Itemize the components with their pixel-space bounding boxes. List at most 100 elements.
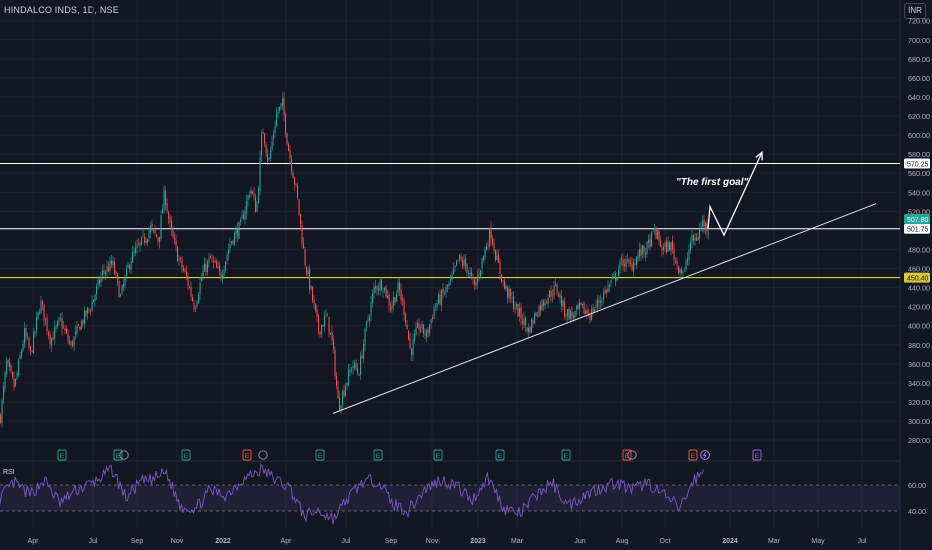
candle-body	[706, 223, 708, 232]
trendline	[332, 203, 877, 414]
candle-body	[132, 251, 134, 263]
earnings-marker-letter: E	[318, 453, 323, 460]
candle-body	[76, 325, 78, 333]
candle-body	[253, 193, 255, 197]
candle-body	[255, 196, 257, 213]
candle-body	[342, 391, 344, 405]
candle-body	[466, 263, 468, 273]
candle-body	[301, 225, 303, 244]
candle-body	[268, 158, 270, 160]
candle-body	[25, 327, 27, 337]
currency-button[interactable]: INR	[904, 3, 926, 19]
price-tick-label: 380.00	[908, 341, 930, 350]
candle-body	[36, 317, 38, 330]
candle-body	[504, 281, 506, 289]
candle-body	[316, 309, 318, 317]
candle-body	[340, 405, 342, 411]
candle-body	[403, 300, 405, 315]
time-axis[interactable]: Apr Jul Sep Nov 2022 Apr Jul Sep Nov 2023 Mar Jun Au…	[28, 538, 867, 545]
candle-body	[603, 292, 605, 300]
price-tick-label: 540.00	[908, 188, 930, 197]
candle-body	[328, 317, 330, 334]
candle-body	[393, 297, 395, 306]
candle-body	[654, 228, 656, 230]
candle-body	[102, 270, 104, 276]
candle-body	[211, 257, 213, 259]
candle-body	[324, 316, 326, 327]
earnings-marker-letter: E	[184, 453, 189, 460]
candle-body	[375, 285, 377, 289]
candle-body	[162, 209, 164, 214]
candle-body	[109, 260, 111, 271]
candle-body	[330, 332, 332, 335]
candle-body	[666, 241, 668, 253]
candle-body	[519, 307, 521, 316]
candle-body	[385, 285, 387, 298]
candle-body	[28, 338, 30, 348]
candle-body	[186, 271, 188, 277]
candle-body	[0, 414, 2, 423]
candle-body	[459, 255, 461, 260]
candle-body	[535, 312, 537, 316]
candle-body	[283, 97, 285, 116]
candle-body	[82, 320, 84, 324]
candle-body	[685, 260, 687, 270]
price-axis[interactable]: 280.00 300.00 320.00 340.00 360.00 380.00 400.…	[904, 17, 930, 516]
candle-body	[688, 249, 690, 260]
candle-body	[181, 259, 183, 268]
candle-body	[426, 330, 428, 337]
candle-body	[493, 242, 495, 252]
candle-body	[585, 311, 587, 314]
candle-body	[150, 225, 152, 232]
earnings-marker-letter: E	[436, 453, 441, 460]
time-tick-label: Mar	[768, 538, 781, 545]
candle-body	[91, 301, 93, 312]
candle-body	[448, 282, 450, 287]
candle-body	[576, 305, 578, 310]
candle-body	[307, 270, 309, 275]
candle-body	[534, 313, 536, 323]
price-tick-label: 520.00	[908, 207, 930, 216]
candle-body	[33, 331, 35, 354]
price-tick-label: 460.00	[908, 265, 930, 274]
candle-body	[315, 303, 317, 311]
candle-body	[649, 238, 651, 248]
annotation-first-goal: "The first goal"	[676, 177, 749, 188]
candle-body	[559, 294, 561, 298]
candle-body	[531, 319, 533, 334]
candle-body	[69, 340, 71, 344]
candle-body	[208, 257, 210, 263]
rsi-pane	[0, 463, 900, 525]
candle-body	[694, 237, 696, 241]
candle-body	[256, 203, 258, 212]
candle-body	[306, 266, 308, 274]
candle-body	[303, 243, 305, 249]
candle-body	[21, 350, 23, 357]
candle-body	[180, 257, 182, 259]
candle-body	[96, 286, 98, 295]
price-tick-label: 720.00	[908, 17, 930, 26]
rsi-tick-label: 40.00	[908, 507, 926, 516]
candle-body	[411, 348, 413, 355]
last-price-tag	[904, 213, 930, 224]
time-tick-label: Jun	[574, 538, 585, 545]
candle-body	[567, 309, 569, 317]
candle-body	[93, 299, 95, 303]
candle-body	[351, 369, 353, 371]
earnings-marker	[561, 449, 571, 461]
candle-body	[480, 270, 482, 277]
candle-body	[99, 279, 101, 284]
candle-body	[42, 301, 44, 305]
candle-body	[558, 293, 560, 297]
candle-body	[223, 269, 225, 277]
candle-body	[39, 312, 41, 314]
candle-body	[144, 236, 146, 243]
candle-body	[337, 386, 339, 399]
price-tick-label: 420.00	[908, 303, 930, 312]
candle-body	[246, 201, 248, 213]
price-tick-label: 400.00	[908, 322, 930, 331]
earnings-marker	[315, 449, 325, 461]
dividend-marker	[627, 450, 637, 460]
candle-body	[469, 273, 471, 275]
